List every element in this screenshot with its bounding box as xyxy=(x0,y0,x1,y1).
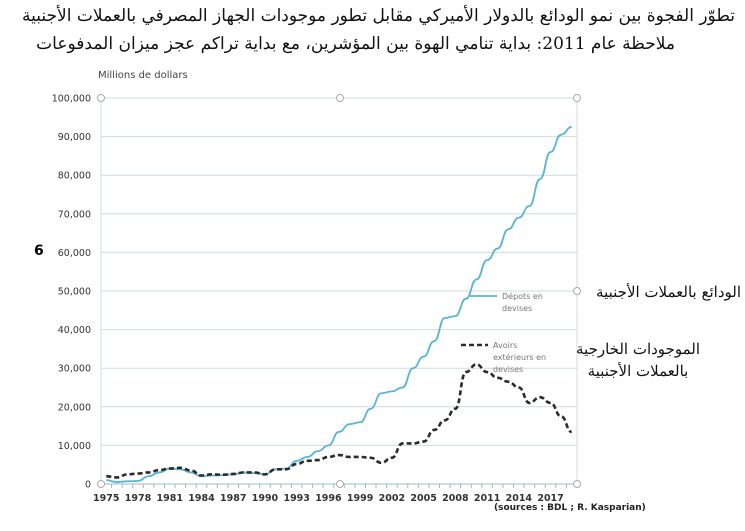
label-assets-line1: الموجودات الخارجية xyxy=(576,340,700,358)
x-tick-label: 1984 xyxy=(188,493,215,504)
stray-mark: 6 xyxy=(34,243,44,259)
resize-handle-icon xyxy=(573,287,581,295)
x-tick-label: 1981 xyxy=(157,493,183,504)
x-tick-label: 2005 xyxy=(410,493,436,504)
x-tick-label: 1993 xyxy=(283,493,309,504)
series-line-avoirs xyxy=(106,363,573,479)
x-tick-label: 1978 xyxy=(125,493,152,504)
y-tick-label: 60,000 xyxy=(58,248,91,259)
x-tick-label: 1990 xyxy=(252,493,279,504)
resize-handle-icon xyxy=(573,480,581,488)
resize-handle-icon xyxy=(97,94,105,102)
resize-handle-icon xyxy=(573,94,581,102)
y-tick-label: 70,000 xyxy=(58,209,91,220)
label-assets-arabic: الموجودات الخارجية بالعملات الأجنبية xyxy=(576,338,700,382)
y-tick-label: 30,000 xyxy=(58,364,91,375)
x-tick-label: 1996 xyxy=(315,493,342,504)
y-tick-label: 10,000 xyxy=(58,441,91,452)
x-tick-label: 2008 xyxy=(442,493,469,504)
y-tick-label: 80,000 xyxy=(58,171,91,182)
x-tick-label: 2002 xyxy=(379,493,405,504)
x-tick-label: 1987 xyxy=(220,493,246,504)
y-tick-label: 40,000 xyxy=(58,325,91,336)
x-tick-label: 2017 xyxy=(537,493,563,504)
legend-label: extérieurs en xyxy=(493,352,546,362)
x-tick-label: 1975 xyxy=(93,493,119,504)
y-tick-label: 100,000 xyxy=(52,94,91,105)
label-assets-line2: بالعملات الأجنبية xyxy=(587,362,689,380)
y-tick-label: 90,000 xyxy=(58,132,91,143)
legend-label: Avoirs xyxy=(493,341,517,350)
sources-note: (sources : BDL ; R. Kasparian) xyxy=(494,503,646,513)
resize-handle-icon xyxy=(336,480,344,488)
title-line-2: ملاحظة عام 2011: بداية تنامي الهوة بين ا… xyxy=(36,34,675,54)
x-tick-label: 2014 xyxy=(506,493,533,504)
y-tick-label: 50,000 xyxy=(58,287,91,298)
legend-label: devises xyxy=(493,365,523,374)
resize-handle-icon xyxy=(97,480,105,488)
legend-label: Dépots en xyxy=(502,291,543,301)
y-tick-label: 0 xyxy=(85,480,91,491)
x-tick-label: 2011 xyxy=(474,493,500,504)
y-axis-label: Millions de dollars xyxy=(98,70,188,81)
legend-label: devises xyxy=(502,304,532,313)
resize-handle-icon xyxy=(336,94,344,102)
y-tick-label: 20,000 xyxy=(58,402,91,413)
title-line-1: تطوّر الفجوة بين نمو الودائع بالدولار ال… xyxy=(22,6,735,26)
x-tick-label: 1999 xyxy=(347,493,373,504)
label-deposits-arabic: الودائع بالعملات الأجنبية xyxy=(596,283,741,301)
